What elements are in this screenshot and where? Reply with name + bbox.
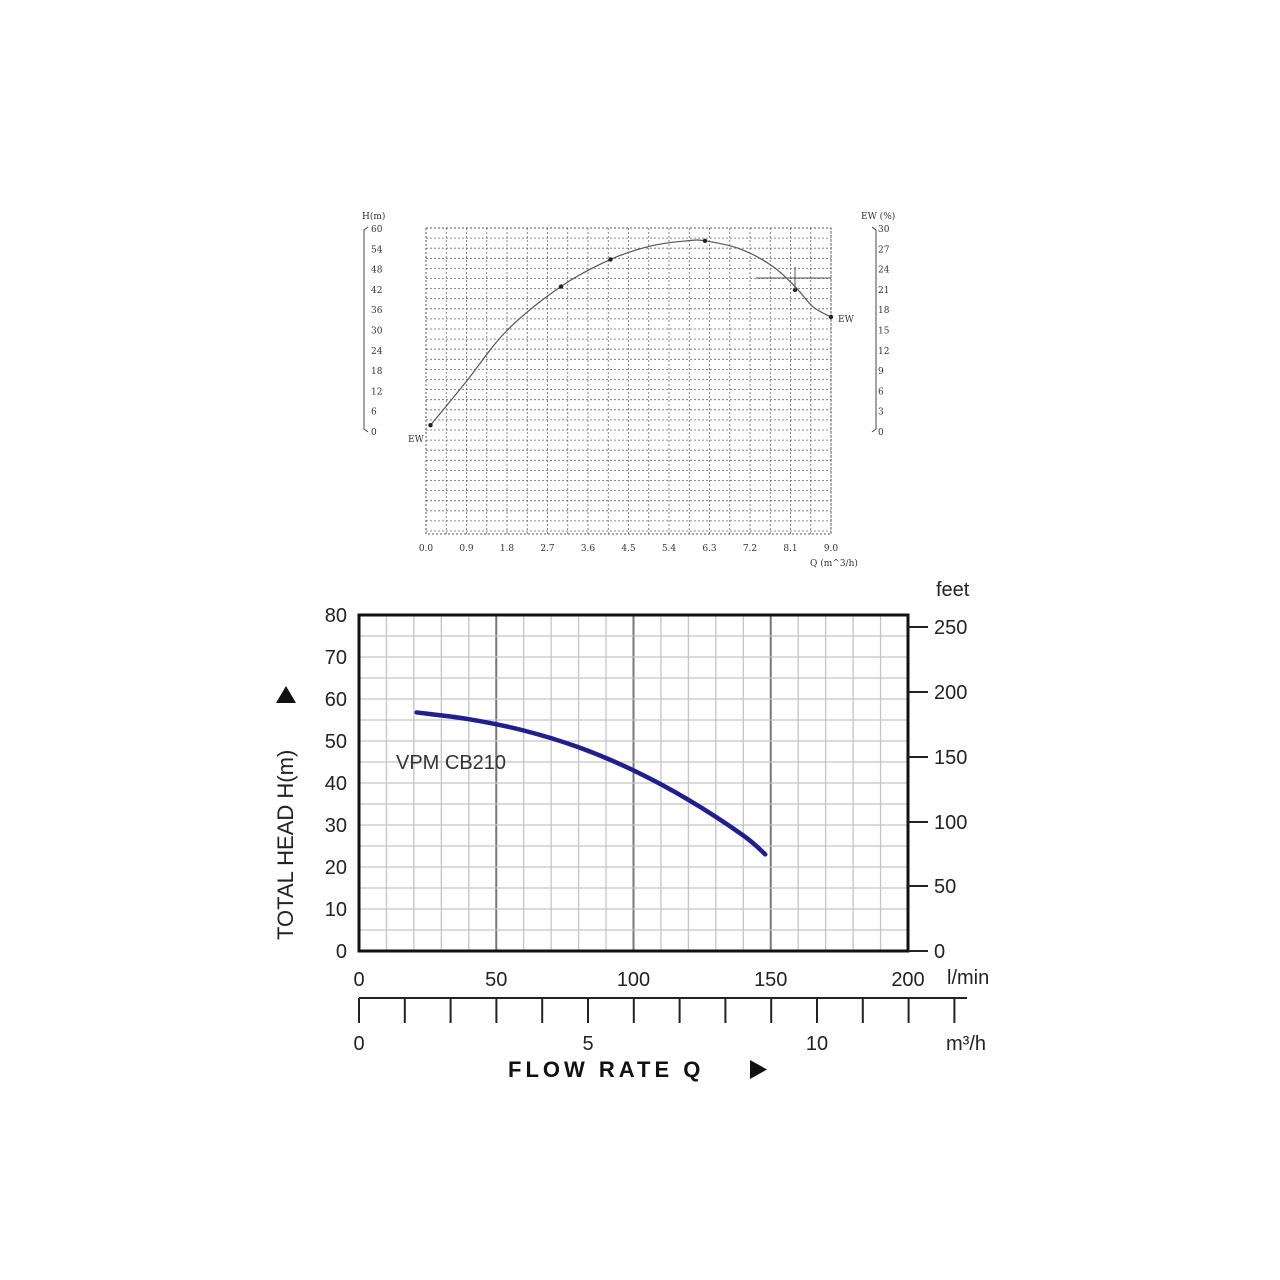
top-right-axis-bracket (871, 226, 877, 433)
bottom-x-unit: l/min (947, 967, 989, 989)
top-x-tick-label: 1.8 (500, 544, 515, 554)
bottom-chart-x2-ticks: 0 5 10 (353, 998, 956, 1055)
top-y2-tick-label: 0 (878, 428, 884, 438)
top-x-tick-label: 8.1 (783, 544, 797, 554)
bottom-series-label: VPM CB210 (396, 752, 506, 774)
top-y-tick-label: 0 (371, 428, 377, 438)
top-curve-label-left: EW (408, 435, 425, 445)
top-y2-tick-label: 3 (878, 408, 884, 418)
bottom-x2-tick-label: 5 (582, 1033, 593, 1055)
bottom-x2-unit: m³/h (946, 1033, 986, 1055)
bottom-y-tick-label: 70 (325, 647, 347, 669)
bottom-secondary-x-axis: 0 5 10 m³/h (353, 997, 986, 1055)
bottom-x-tick-label: 0 (353, 969, 364, 991)
top-y-tick-label: 6 (371, 408, 377, 418)
top-chart-left-axis: H(m) 0 6 12 18 24 30 36 42 48 54 60 (362, 211, 385, 438)
top-x-tick-label: 7.2 (743, 544, 757, 554)
top-y-tick-label: 12 (371, 387, 382, 397)
top-x-tick-label: 0.0 (419, 544, 434, 554)
top-y2-tick-label: 15 (878, 327, 890, 337)
top-y-tick-label: 24 (371, 347, 383, 357)
top-x-axis-label: Q (m^3/h) (810, 558, 858, 569)
bottom-x-tick-label: 50 (485, 969, 507, 991)
top-y-tick-label: 60 (371, 225, 383, 235)
bottom-chart-frame (357, 613, 910, 953)
bottom-chart-y-ticks: 0 10 20 30 40 50 60 70 80 (325, 605, 347, 963)
bottom-x-tick-label: 100 (617, 969, 650, 991)
bottom-y-tick-label: 60 (325, 689, 347, 711)
top-chart-markers (428, 238, 834, 428)
top-right-axis-label: EW (%) (861, 211, 895, 222)
top-chart-curve (430, 239, 832, 426)
bottom-y-tick-label: 0 (336, 941, 347, 963)
top-curve-marker (828, 314, 834, 320)
top-chart-grid (425, 227, 832, 534)
top-curve-marker (608, 257, 613, 262)
bottom-y2-tick-label: 100 (934, 812, 967, 834)
top-y2-tick-label: 12 (878, 347, 889, 357)
top-x-tick-label: 9.0 (824, 544, 839, 554)
bottom-x2-tick-label: 0 (353, 1033, 364, 1055)
bottom-chart-grid (359, 615, 908, 951)
bottom-chart-curve (414, 710, 768, 857)
bottom-y-tick-label: 80 (325, 605, 347, 627)
top-y2-tick-label: 21 (878, 286, 889, 296)
top-y-tick-label: 42 (371, 286, 382, 296)
top-y2-tick-label: 27 (878, 245, 890, 255)
bottom-y2-tick-label: 50 (934, 876, 956, 898)
top-y2-tick-label: 9 (878, 367, 884, 377)
bottom-chart-x-ticks: 0 50 100 150 200 (353, 969, 924, 991)
y-axis-arrow-icon (276, 686, 296, 703)
bottom-y-tick-label: 40 (325, 773, 347, 795)
bottom-y-axis-label: TOTAL HEAD H(m) (273, 750, 298, 940)
top-chart-right-axis: EW (%) 0 3 6 9 12 15 18 21 24 27 30 (861, 211, 895, 438)
bottom-y2-unit: feet (936, 579, 970, 601)
top-x-tick-label: 2.7 (540, 544, 555, 554)
top-y-tick-label: 48 (371, 266, 383, 276)
top-y-tick-label: 30 (371, 327, 383, 337)
top-chart-frame (425, 227, 832, 535)
bottom-y2-tick-label: 250 (934, 617, 967, 639)
bottom-y-tick-label: 20 (325, 857, 347, 879)
bottom-x-tick-label: 200 (891, 969, 924, 991)
top-y-tick-label: 54 (371, 245, 383, 255)
bottom-y-tick-label: 10 (325, 899, 347, 921)
top-y-tick-label: 18 (371, 367, 383, 377)
top-y2-tick-label: 18 (878, 306, 890, 316)
bottom-x-tick-label: 150 (754, 969, 787, 991)
bottom-x-axis-label: FLOW RATE Q (508, 1057, 704, 1082)
bottom-y2-tick-label: 0 (934, 941, 945, 963)
top-left-axis-bracket (363, 226, 369, 433)
x-axis-arrow-icon (750, 1060, 767, 1079)
bottom-y2-tick-label: 150 (934, 747, 967, 769)
top-x-tick-label: 4.5 (621, 544, 636, 554)
top-x-tick-label: 3.6 (581, 544, 596, 554)
top-y2-tick-label: 6 (878, 387, 884, 397)
top-left-axis-label: H(m) (362, 211, 385, 222)
bottom-y2-tick-label: 200 (934, 682, 967, 704)
bottom-chart-y2-ticks: 0 50 100 150 200 250 (908, 617, 967, 963)
top-curve-marker (558, 284, 564, 289)
top-curve-label-right: EW (838, 315, 855, 325)
bottom-x2-tick-label: 10 (806, 1033, 828, 1055)
top-curve-marker (702, 238, 708, 244)
bottom-y-tick-label: 50 (325, 731, 347, 753)
top-x-tick-label: 6.3 (702, 544, 717, 554)
top-y2-tick-label: 30 (878, 225, 890, 235)
top-curve-marker (428, 423, 433, 428)
top-x-tick-label: 5.4 (662, 544, 677, 554)
top-x-tick-label: 0.9 (459, 544, 474, 554)
bottom-y-tick-label: 30 (325, 815, 347, 837)
top-chart-x-ticks: 0.0 0.9 1.8 2.7 3.6 4.5 5.4 6.3 7.2 8.1 9.0 (419, 544, 839, 554)
top-y-tick-label: 36 (371, 306, 383, 316)
top-y2-tick-label: 24 (878, 266, 890, 276)
